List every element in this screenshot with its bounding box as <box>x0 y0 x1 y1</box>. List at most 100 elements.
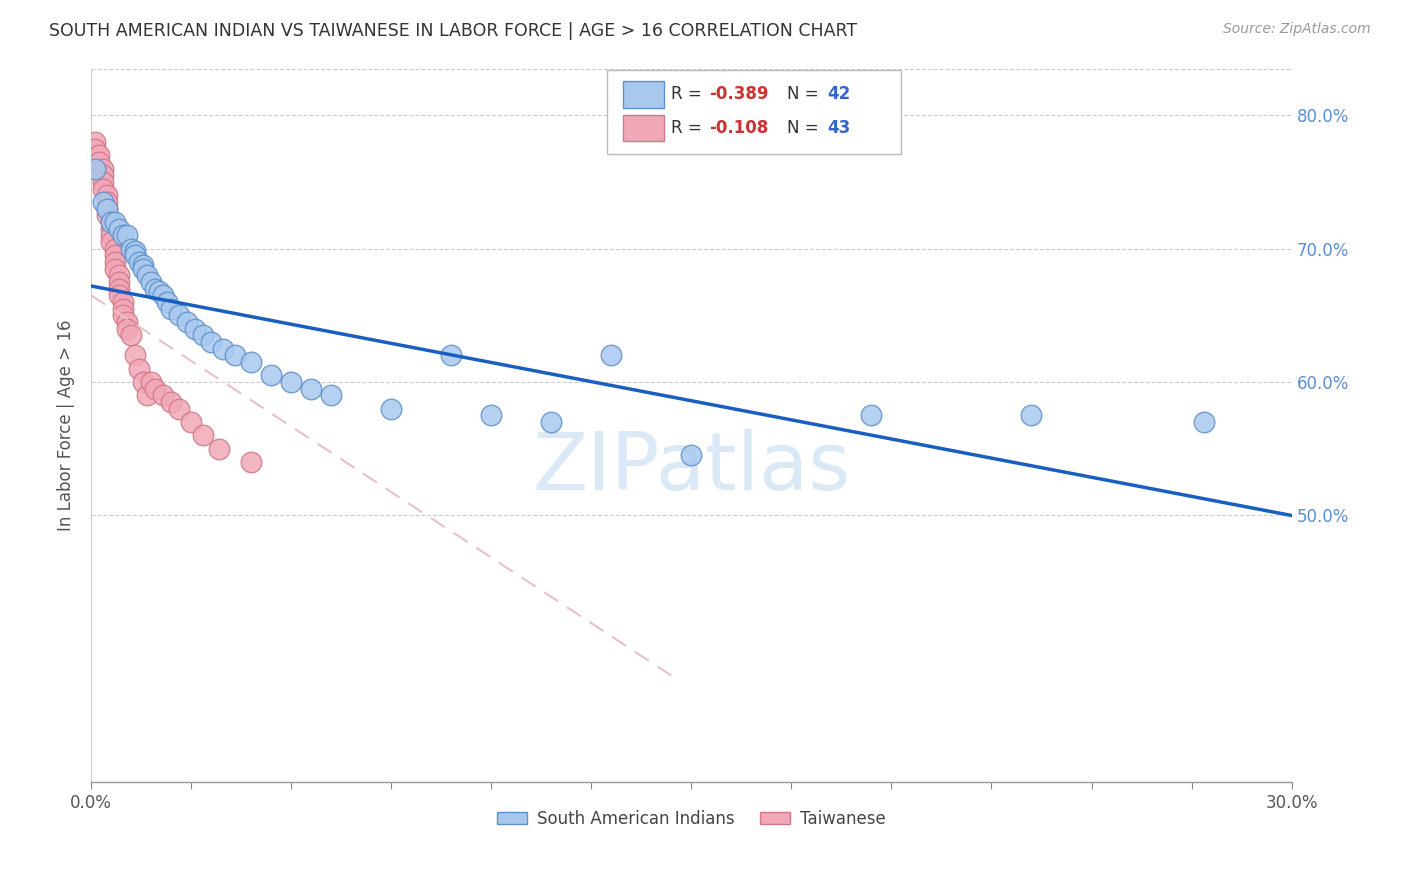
Text: 43: 43 <box>827 119 851 136</box>
Point <box>124 248 146 262</box>
Point <box>176 315 198 329</box>
Point <box>299 382 322 396</box>
Point <box>115 315 138 329</box>
Point <box>89 155 111 169</box>
Y-axis label: In Labor Force | Age > 16: In Labor Force | Age > 16 <box>58 319 75 531</box>
Point <box>193 428 215 442</box>
Text: Source: ZipAtlas.com: Source: ZipAtlas.com <box>1223 22 1371 37</box>
Point <box>96 202 118 216</box>
Legend: South American Indians, Taiwanese: South American Indians, Taiwanese <box>491 804 893 835</box>
Point <box>132 258 155 272</box>
Point <box>100 215 122 229</box>
Point <box>91 194 114 209</box>
Point <box>124 348 146 362</box>
Point <box>193 328 215 343</box>
Point <box>100 221 122 235</box>
Point <box>100 235 122 249</box>
Point <box>128 255 150 269</box>
Point <box>120 242 142 256</box>
Point <box>280 375 302 389</box>
Point <box>91 175 114 189</box>
Point <box>104 215 127 229</box>
Point <box>156 295 179 310</box>
Text: 42: 42 <box>827 86 851 103</box>
Point <box>540 415 562 429</box>
Point <box>84 135 107 149</box>
Point <box>141 275 163 289</box>
Point <box>240 355 263 369</box>
Point <box>108 268 131 283</box>
Point <box>96 194 118 209</box>
Point <box>240 455 263 469</box>
Point <box>96 208 118 222</box>
Point <box>141 375 163 389</box>
Text: ZIPatlas: ZIPatlas <box>533 429 851 508</box>
Point <box>115 228 138 243</box>
Point <box>479 409 502 423</box>
Point <box>104 248 127 262</box>
Point <box>96 188 118 202</box>
Point <box>112 309 135 323</box>
Point <box>180 415 202 429</box>
Point <box>148 285 170 299</box>
Text: N =: N = <box>787 86 824 103</box>
Point <box>681 449 703 463</box>
Point <box>600 348 623 362</box>
Point <box>1192 415 1215 429</box>
Point <box>124 244 146 259</box>
Text: N =: N = <box>787 119 824 136</box>
Point <box>380 401 402 416</box>
Point <box>108 282 131 296</box>
Point <box>112 295 135 310</box>
Point <box>132 261 155 276</box>
Point <box>152 288 174 302</box>
Point <box>167 401 190 416</box>
Point <box>112 228 135 243</box>
Point <box>860 409 883 423</box>
Point <box>112 301 135 316</box>
Point <box>84 161 107 176</box>
Point <box>100 215 122 229</box>
Text: SOUTH AMERICAN INDIAN VS TAIWANESE IN LABOR FORCE | AGE > 16 CORRELATION CHART: SOUTH AMERICAN INDIAN VS TAIWANESE IN LA… <box>49 22 858 40</box>
Point <box>321 388 343 402</box>
Point <box>143 382 166 396</box>
Point <box>104 242 127 256</box>
Point <box>440 348 463 362</box>
Point <box>115 321 138 335</box>
Point <box>91 161 114 176</box>
Point <box>160 301 183 316</box>
Point <box>200 334 222 349</box>
FancyBboxPatch shape <box>623 115 664 141</box>
Point <box>96 202 118 216</box>
Point <box>260 368 283 383</box>
Point <box>152 388 174 402</box>
Point <box>160 395 183 409</box>
FancyBboxPatch shape <box>623 81 664 108</box>
Point <box>1021 409 1043 423</box>
Point <box>184 321 207 335</box>
Point <box>212 342 235 356</box>
Point <box>143 282 166 296</box>
Point <box>108 288 131 302</box>
Point <box>136 268 159 283</box>
Text: R =: R = <box>671 86 707 103</box>
Point <box>89 148 111 162</box>
Point <box>104 261 127 276</box>
Text: -0.389: -0.389 <box>710 86 769 103</box>
Point <box>100 228 122 243</box>
Point <box>104 255 127 269</box>
FancyBboxPatch shape <box>607 70 901 154</box>
Text: R =: R = <box>671 119 707 136</box>
Point <box>208 442 231 456</box>
Point <box>120 328 142 343</box>
Point <box>108 221 131 235</box>
Point <box>167 309 190 323</box>
Point <box>224 348 246 362</box>
Point <box>91 181 114 195</box>
Point <box>132 375 155 389</box>
Point <box>108 275 131 289</box>
Text: -0.108: -0.108 <box>710 119 769 136</box>
Point <box>128 361 150 376</box>
Point <box>91 168 114 182</box>
Point <box>136 388 159 402</box>
